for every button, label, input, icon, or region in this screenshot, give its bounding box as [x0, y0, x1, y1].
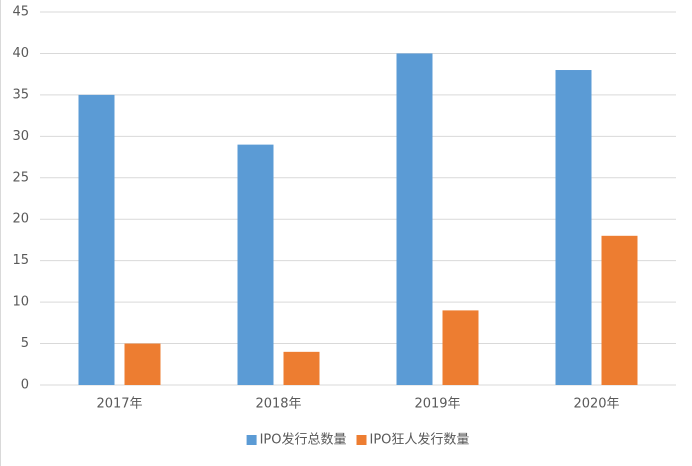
y-tick-label: 15 — [12, 253, 29, 268]
bar — [442, 310, 479, 385]
y-tick-label: 45 — [12, 5, 29, 20]
legend-label: IPO发行总数量 — [260, 432, 347, 448]
y-tick-label: 0 — [21, 378, 29, 393]
y-tick-label: 5 — [21, 336, 29, 351]
x-tick-label: 2020年 — [573, 397, 619, 412]
x-tick-label: 2018年 — [255, 397, 301, 412]
bar — [237, 144, 274, 385]
y-tick-label: 10 — [12, 295, 29, 310]
y-tick-label: 30 — [12, 129, 29, 144]
x-tick-label: 2017年 — [96, 397, 142, 412]
bar — [78, 94, 115, 385]
legend-swatch — [356, 435, 367, 445]
y-tick-label: 40 — [12, 46, 29, 61]
y-tick-label: 20 — [12, 212, 29, 227]
legend-swatch — [246, 435, 257, 445]
bar — [396, 53, 433, 385]
y-tick-label: 25 — [12, 170, 29, 185]
bar — [124, 343, 161, 385]
y-tick-label: 35 — [12, 87, 29, 102]
x-tick-label: 2019年 — [414, 397, 460, 412]
bar — [601, 235, 638, 385]
legend-label: IPO狂人发行数量 — [370, 432, 470, 448]
bar — [555, 70, 592, 386]
bar — [283, 351, 320, 385]
